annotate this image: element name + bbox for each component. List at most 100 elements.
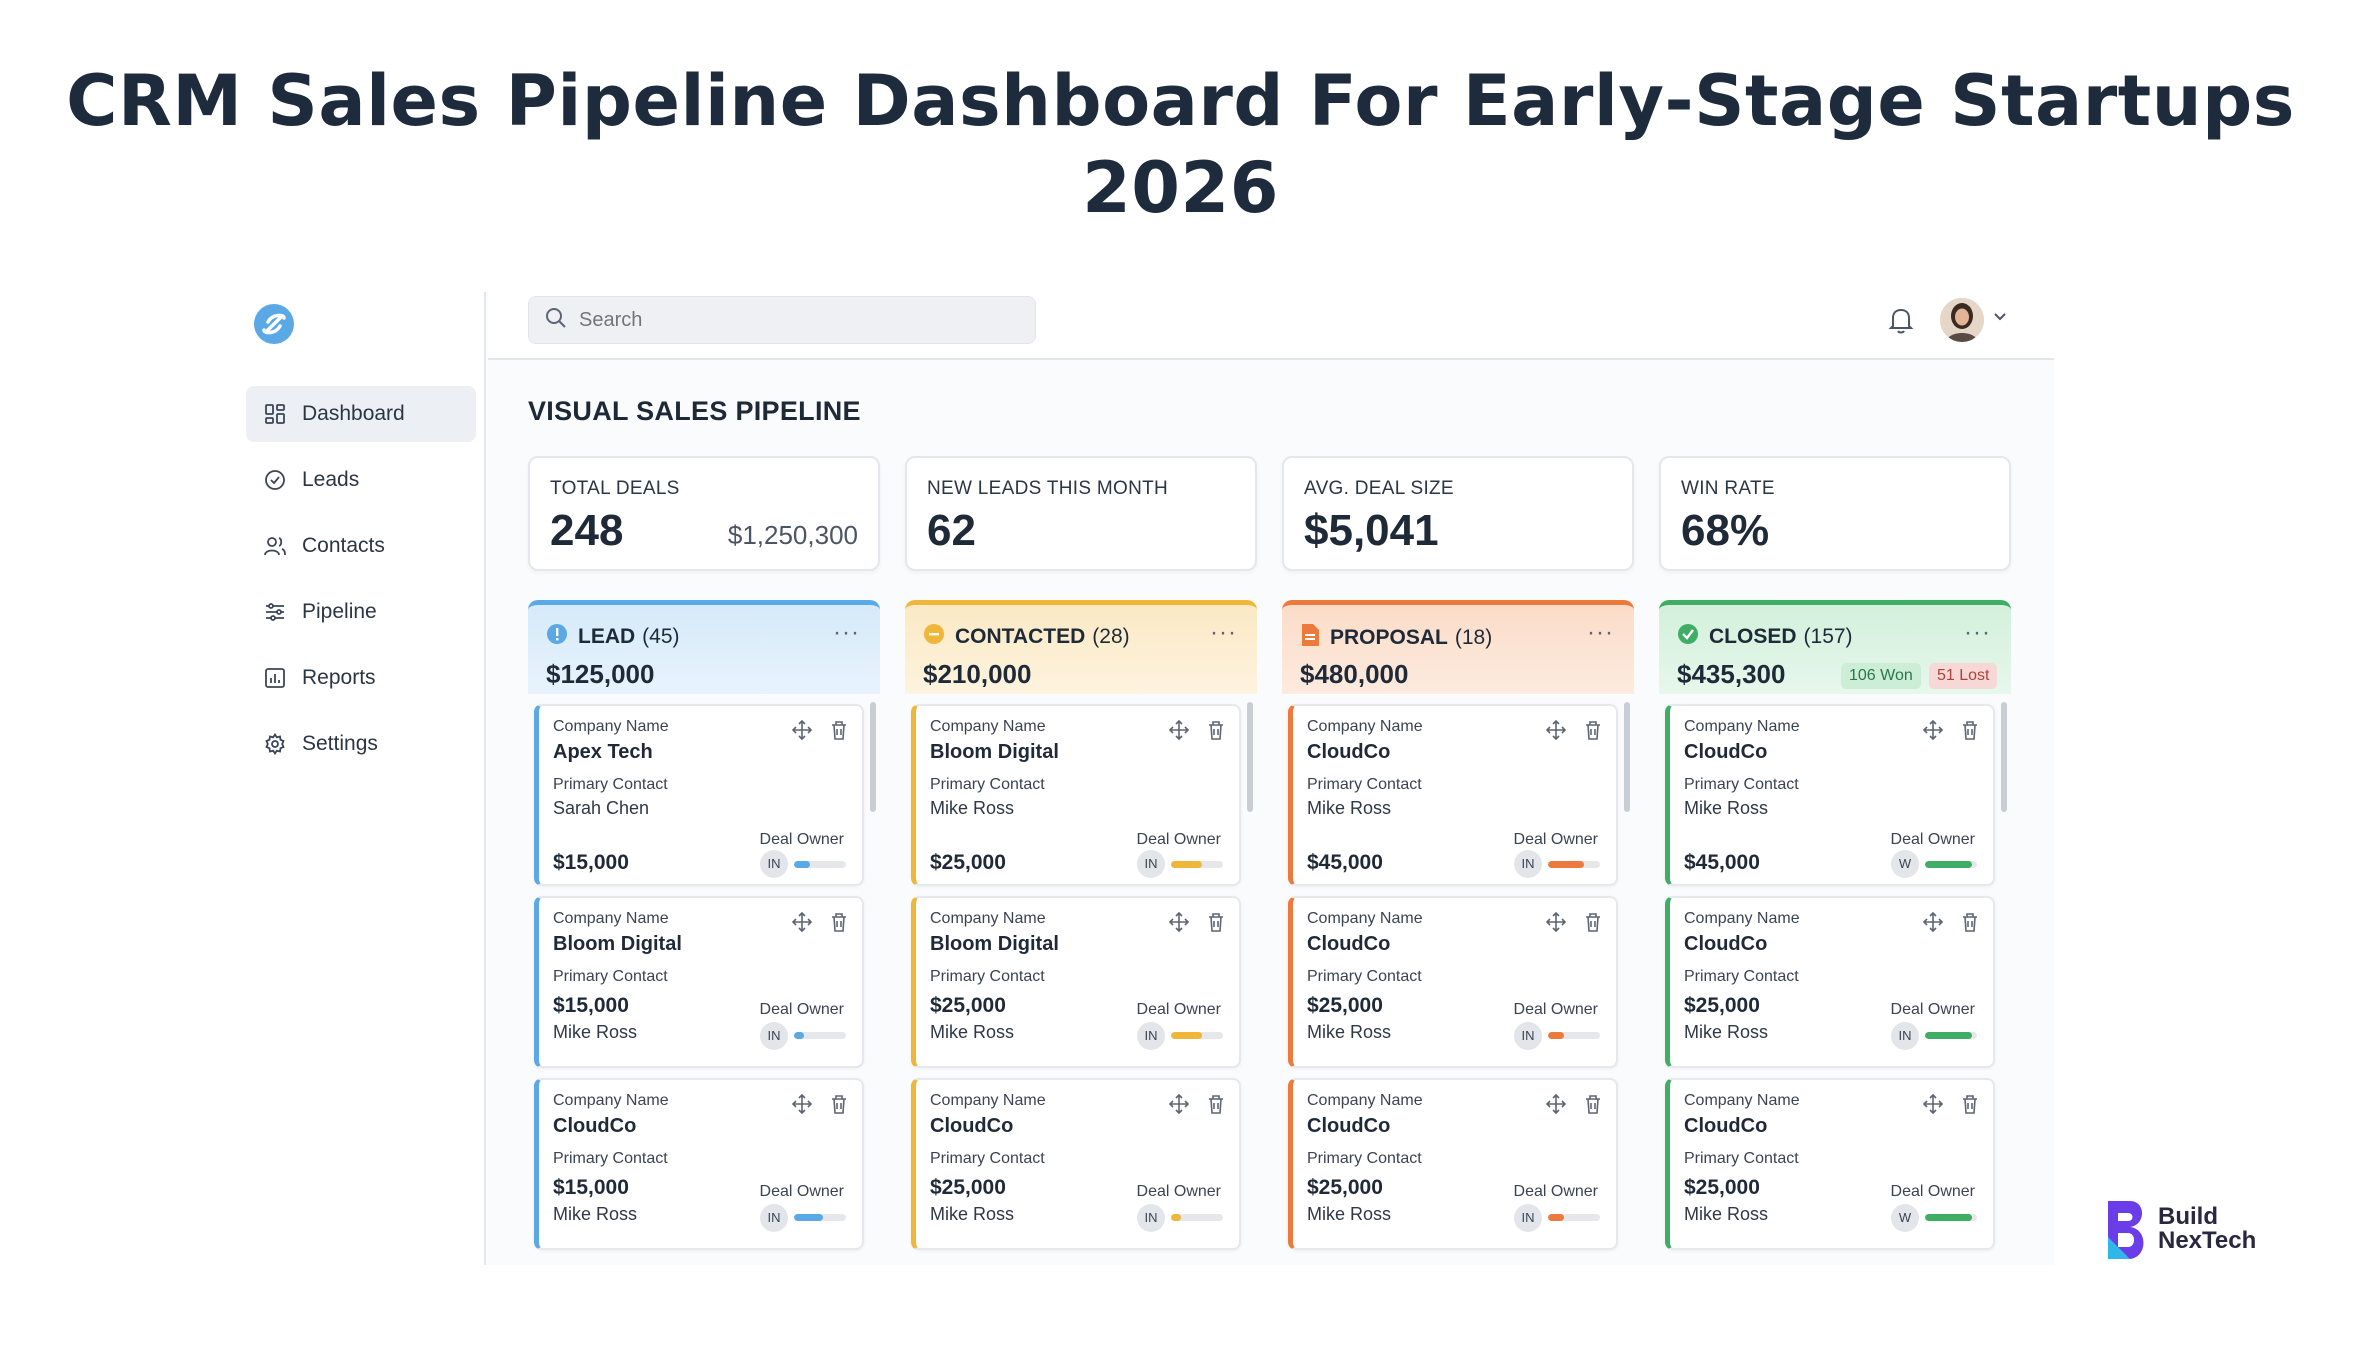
scrollbar[interactable] — [1624, 702, 1630, 812]
check-circle-icon — [262, 467, 288, 493]
progress-bar — [1925, 1032, 1977, 1039]
deal-card[interactable]: Company Name CloudCo Primary Contact Mike R… — [1288, 1078, 1618, 1250]
trash-icon[interactable] — [1207, 912, 1225, 937]
move-icon[interactable] — [1168, 911, 1190, 937]
primary-contact: Mike Ross — [1307, 1204, 1392, 1224]
bell-icon[interactable] — [1888, 306, 1914, 339]
primary-contact: Mike Ross — [1684, 798, 1769, 818]
more-options-icon[interactable]: ··· — [1964, 619, 1991, 646]
move-icon[interactable] — [791, 1093, 813, 1119]
company-name: Bloom Digital — [930, 933, 1059, 955]
scrollbar[interactable] — [2001, 702, 2007, 812]
trash-icon[interactable] — [1961, 720, 1979, 745]
primary-contact-label: Primary Contact — [1307, 1150, 1422, 1167]
more-options-icon[interactable]: ··· — [833, 619, 860, 646]
sidebar-item-pipeline[interactable]: Pipeline — [246, 584, 476, 640]
search-input[interactable] — [579, 308, 1019, 332]
move-icon[interactable] — [1922, 911, 1944, 937]
owner-avatar[interactable]: IN — [1514, 1022, 1542, 1050]
stat-card-total-deals: TOTAL DEALS 248 $1,250,300 — [528, 456, 880, 571]
trash-icon[interactable] — [830, 912, 848, 937]
progress-fill — [1171, 1032, 1203, 1039]
deal-card[interactable]: Company Name Bloom Digital Primary Contact… — [911, 704, 1241, 886]
deal-owner-label: Deal Owner — [1136, 1001, 1221, 1018]
search-box[interactable] — [528, 296, 1036, 344]
more-options-icon[interactable]: ··· — [1210, 619, 1237, 646]
trash-icon[interactable] — [830, 720, 848, 745]
deal-value: $25,000 — [1307, 1176, 1383, 1199]
company-name-label: Company Name — [1307, 1092, 1423, 1109]
deal-card[interactable]: Company Name Bloom Digital Primary Contact… — [911, 896, 1241, 1068]
primary-contact: Mike Ross — [1307, 798, 1392, 818]
more-options-icon[interactable]: ··· — [1587, 619, 1614, 646]
move-icon[interactable] — [1922, 1093, 1944, 1119]
pipeline-column-lead: LEAD (45) ··· $125,000 Company Name Apex Tech… — [528, 600, 880, 1265]
crm-app-window: Dashboard Leads Contacts Pipeline — [236, 292, 2054, 1265]
move-icon[interactable] — [1168, 1093, 1190, 1119]
move-icon[interactable] — [791, 911, 813, 937]
progress-fill — [1548, 861, 1585, 868]
move-icon[interactable] — [1545, 911, 1567, 937]
move-icon[interactable] — [1922, 719, 1944, 745]
move-icon[interactable] — [1168, 719, 1190, 745]
deal-card[interactable]: Company Name Apex Tech Primary Contact Sara… — [534, 704, 864, 886]
column-header: LEAD (45) ··· $125,000 — [528, 600, 880, 694]
section-heading: VISUAL SALES PIPELINE — [528, 396, 861, 426]
trash-icon[interactable] — [830, 1094, 848, 1119]
stat-value: 248 — [550, 506, 624, 555]
avatar[interactable] — [1940, 298, 1984, 342]
primary-contact-label: Primary Contact — [1307, 968, 1422, 985]
trash-icon[interactable] — [1584, 912, 1602, 937]
deal-card[interactable]: Company Name Bloom Digital Primary Contact… — [534, 896, 864, 1068]
owner-avatar[interactable]: W — [1891, 1204, 1919, 1232]
deal-card[interactable]: Company Name CloudCo Primary Contact Mike R… — [1665, 896, 1995, 1068]
primary-contact: Mike Ross — [1684, 1204, 1769, 1224]
owner-avatar[interactable]: IN — [760, 1022, 788, 1050]
trash-icon[interactable] — [1584, 1094, 1602, 1119]
pipeline-column-closed: CLOSED (157) ··· $435,300 106 Won 51 Lost Comp… — [1659, 600, 2011, 1265]
trash-icon[interactable] — [1961, 912, 1979, 937]
column-count: (157) — [1803, 625, 1853, 648]
app-logo[interactable] — [254, 304, 294, 344]
owner-avatar[interactable]: IN — [760, 850, 788, 878]
progress-fill — [794, 1214, 823, 1221]
deal-card[interactable]: Company Name CloudCo Primary Contact Mike R… — [1288, 896, 1618, 1068]
move-icon[interactable] — [791, 719, 813, 745]
deal-card[interactable]: Company Name CloudCo Primary Contact Mike R… — [534, 1078, 864, 1250]
trash-icon[interactable] — [1207, 720, 1225, 745]
trash-icon[interactable] — [1961, 1094, 1979, 1119]
sidebar-item-reports[interactable]: Reports — [246, 650, 476, 706]
sidebar-item-settings[interactable]: Settings — [246, 716, 476, 772]
brand-line-2: NexTech — [2158, 1227, 2257, 1254]
owner-avatar[interactable]: IN — [1891, 1022, 1919, 1050]
owner-avatar[interactable]: W — [1891, 850, 1919, 878]
column-title: CLOSED (157) — [1677, 623, 1853, 651]
scrollbar[interactable] — [870, 702, 876, 812]
sidebar-item-label: Reports — [302, 666, 376, 689]
deal-card[interactable]: Company Name CloudCo Primary Contact Mike R… — [1288, 704, 1618, 886]
owner-avatar[interactable]: IN — [1514, 850, 1542, 878]
trash-icon[interactable] — [1584, 720, 1602, 745]
deal-card[interactable]: Company Name CloudCo Primary Contact Mike R… — [1665, 1078, 1995, 1250]
owner-avatar[interactable]: IN — [760, 1204, 788, 1232]
owner-avatar[interactable]: IN — [1137, 1022, 1165, 1050]
trash-icon[interactable] — [1207, 1094, 1225, 1119]
move-icon[interactable] — [1545, 719, 1567, 745]
deal-card[interactable]: Company Name CloudCo Primary Contact Mike R… — [911, 1078, 1241, 1250]
scrollbar[interactable] — [1247, 702, 1253, 812]
deal-card[interactable]: Company Name CloudCo Primary Contact Mike R… — [1665, 704, 1995, 886]
move-icon[interactable] — [1545, 1093, 1567, 1119]
owner-avatar[interactable]: IN — [1514, 1204, 1542, 1232]
column-body: Company Name Apex Tech Primary Contact Sara… — [528, 694, 880, 1265]
primary-contact-label: Primary Contact — [1684, 968, 1799, 985]
owner-avatar[interactable]: IN — [1137, 850, 1165, 878]
chevron-down-icon[interactable] — [1992, 310, 2008, 328]
progress-bar — [1548, 1032, 1600, 1039]
company-name: CloudCo — [1307, 933, 1391, 955]
sidebar-item-contacts[interactable]: Contacts — [246, 518, 476, 574]
owner-avatar[interactable]: IN — [1137, 1204, 1165, 1232]
primary-contact-label: Primary Contact — [553, 968, 668, 985]
sidebar-item-leads[interactable]: Leads — [246, 452, 476, 508]
sidebar-item-dashboard[interactable]: Dashboard — [246, 386, 476, 442]
column-amount: $480,000 — [1300, 659, 1409, 689]
